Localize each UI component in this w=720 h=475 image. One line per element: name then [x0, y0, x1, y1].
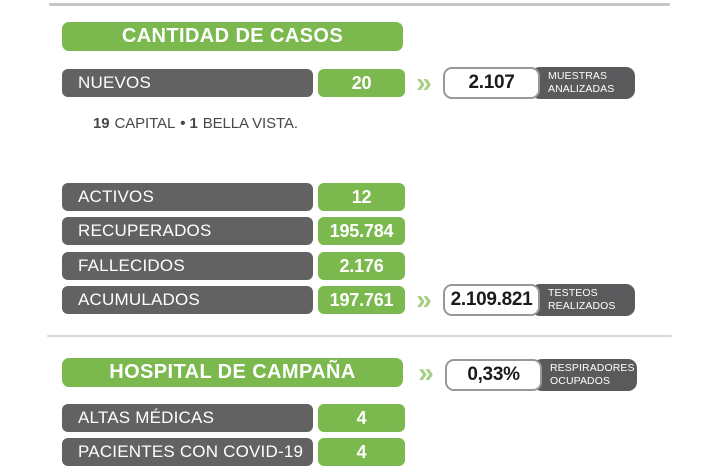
double-chevron-icon: » — [418, 357, 434, 388]
callout-testeos-realizados: 2.109.821 TESTEOS REALIZADOS — [443, 284, 635, 316]
stat-value: 4 — [318, 438, 405, 466]
stat-value: 12 — [318, 183, 405, 211]
stat-value: 4 — [318, 404, 405, 432]
stat-label: RECUPERADOS — [62, 217, 313, 245]
stat-row-activos: ACTIVOS 12 — [62, 183, 405, 211]
stat-row-recuperados: RECUPERADOS 195.784 — [62, 217, 405, 245]
note-place: CAPITAL — [114, 115, 176, 132]
stat-value: 195.784 — [318, 217, 405, 245]
stat-value: 2.176 — [318, 252, 405, 280]
section-header-cases: CANTIDAD DE CASOS — [62, 22, 403, 51]
callout-label-line1: MUESTRAS — [548, 70, 608, 83]
stat-row-acumulados: ACUMULADOS 197.761 — [62, 286, 405, 314]
cases-breakdown-note: 19 CAPITAL • 1 BELLA VISTA. — [93, 115, 303, 132]
note-number: 19 — [93, 115, 110, 132]
divider — [47, 335, 672, 337]
callout-respiradores-ocupados: 0,33% RESPIRADORES OCUPADOS — [445, 359, 637, 391]
double-chevron-icon: » — [416, 67, 432, 98]
section-header-hospital: HOSPITAL DE CAMPAÑA — [62, 358, 403, 387]
callout-label: RESPIRADORES OCUPADOS — [533, 359, 637, 391]
stat-label: ACTIVOS — [62, 183, 313, 211]
callout-value: 0,33% — [445, 359, 542, 391]
callout-label-line2: REALIZADOS — [548, 300, 616, 312]
divider — [49, 3, 670, 6]
callout-label-line1: RESPIRADORES — [550, 362, 635, 375]
stat-row-nuevos: NUEVOS 20 — [62, 69, 405, 97]
stat-row-altas-medicas: ALTAS MÉDICAS 4 — [62, 404, 405, 432]
note-place: BELLA VISTA. — [202, 115, 298, 132]
stat-label: NUEVOS — [62, 69, 313, 97]
stat-label: PACIENTES CON COVID-19 — [62, 438, 313, 466]
callout-label: TESTEOS REALIZADOS — [531, 284, 635, 316]
callout-value: 2.107 — [443, 67, 540, 99]
callout-label-line1: TESTEOS — [548, 287, 598, 300]
note-number: • 1 — [180, 115, 198, 132]
stat-label: ALTAS MÉDICAS — [62, 404, 313, 432]
stat-row-fallecidos: FALLECIDOS 2.176 — [62, 252, 405, 280]
stat-label: ACUMULADOS — [62, 286, 313, 314]
callout-value: 2.109.821 — [443, 284, 540, 316]
stat-row-pacientes-covid: PACIENTES CON COVID-19 4 — [62, 438, 405, 466]
callout-label-line2: OCUPADOS — [550, 375, 611, 387]
stat-value: 20 — [318, 69, 405, 97]
stat-value: 197.761 — [318, 286, 405, 314]
callout-muestras-analizadas: 2.107 MUESTRAS ANALIZADAS — [443, 67, 635, 99]
callout-label-line2: ANALIZADAS — [548, 83, 615, 95]
double-chevron-icon: » — [416, 284, 432, 315]
callout-label: MUESTRAS ANALIZADAS — [531, 67, 635, 99]
stat-label: FALLECIDOS — [62, 252, 313, 280]
